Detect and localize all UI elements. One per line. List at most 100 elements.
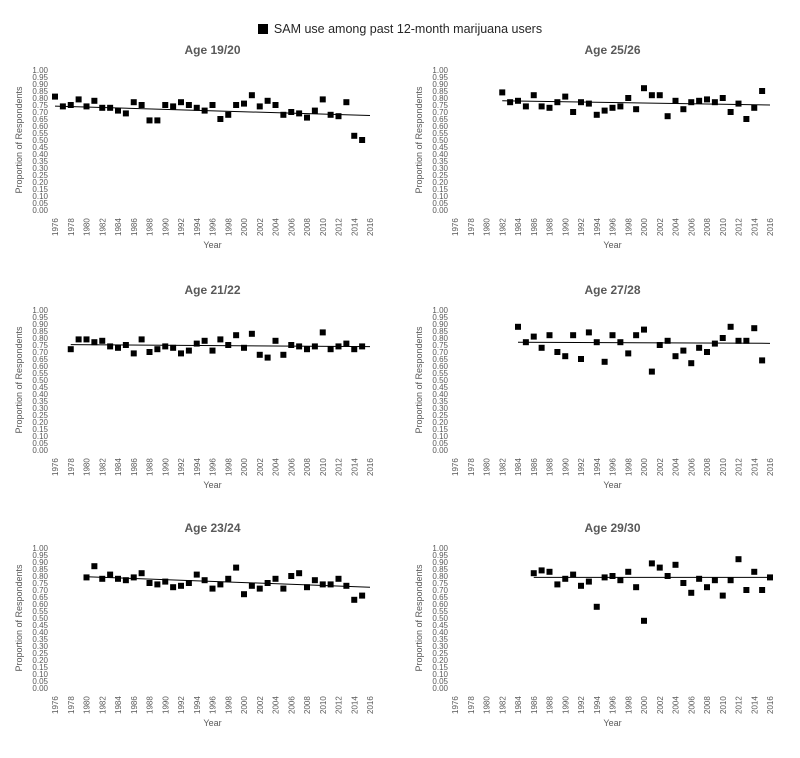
data-point	[530, 333, 537, 340]
data-point	[241, 344, 247, 351]
chart-panel-age-25-26: Age 25/26 0.00 0.05 0.10 0.15 0.20 0.25 0.30 0.3…	[400, 40, 800, 280]
x-tick-label: 1998	[624, 218, 633, 236]
x-tick-label: 1976	[51, 458, 60, 476]
data-point	[327, 346, 334, 353]
data-point	[609, 332, 616, 339]
data-point	[185, 580, 192, 586]
y-tick-label: 0.55	[32, 607, 48, 616]
y-tick-label: 0.50	[32, 376, 48, 385]
x-axis-label: Year	[203, 480, 221, 490]
y-tick-label: 0.90	[32, 320, 48, 329]
y-tick-label: 0.25	[32, 171, 48, 180]
data-point	[138, 570, 145, 577]
y-tick-label: 0.95	[432, 73, 448, 82]
y-tick-label: 0.05	[32, 199, 48, 208]
data-point	[130, 350, 137, 357]
data-point	[648, 92, 655, 99]
data-point	[154, 346, 161, 353]
data-point	[538, 344, 545, 351]
x-tick-label: 1986	[530, 696, 539, 714]
y-tick-label: 0.85	[432, 327, 448, 336]
x-tick-label: 1994	[193, 458, 202, 476]
x-tick-label: 1990	[161, 218, 170, 236]
y-tick-label: 0.80	[32, 94, 48, 103]
x-tick-label: 2012	[735, 458, 744, 476]
y-tick-label: 0.20	[432, 418, 448, 427]
x-tick-label: 2014	[350, 696, 359, 714]
x-tick-label: 1988	[146, 696, 155, 714]
y-tick-label: 0.40	[432, 628, 448, 637]
y-tick-label: 0.95	[32, 73, 48, 82]
data-point	[91, 563, 98, 570]
data-point	[546, 568, 553, 575]
x-tick-label: 1980	[83, 458, 92, 476]
data-point	[115, 344, 121, 351]
y-axis-label: Proportion of Respondents	[14, 564, 24, 672]
data-point	[648, 560, 655, 567]
data-point	[696, 97, 703, 104]
x-tick-label: 1986	[530, 218, 539, 236]
data-point	[759, 88, 766, 94]
y-tick-label: 0.05	[432, 199, 448, 208]
data-point	[280, 351, 287, 358]
y-tick-label: 0.75	[432, 341, 448, 350]
x-tick-label: 2010	[319, 218, 328, 236]
x-tick-label: 1998	[224, 458, 233, 476]
data-point	[593, 339, 600, 346]
data-point	[256, 585, 263, 592]
y-tick-label: 0.90	[32, 80, 48, 89]
y-tick-label: 0.50	[432, 614, 448, 623]
y-tick-label: 0.75	[32, 341, 48, 350]
x-tick-label: 2006	[287, 458, 296, 476]
data-point	[248, 330, 255, 337]
x-tick-label: 2014	[750, 458, 759, 476]
x-tick-label: 2004	[672, 458, 681, 476]
y-tick-label: 0.25	[432, 411, 448, 420]
data-point	[178, 99, 184, 106]
data-point	[319, 96, 326, 103]
data-point	[530, 92, 537, 99]
data-point	[217, 581, 224, 588]
y-tick-label: 1.00	[32, 66, 48, 75]
data-point	[688, 99, 695, 106]
y-tick-label: 0.10	[32, 670, 48, 679]
data-point	[59, 103, 66, 110]
y-tick-label: 0.15	[432, 663, 448, 672]
x-tick-label: 2010	[719, 458, 728, 476]
x-tick-label: 2002	[656, 458, 665, 476]
data-point	[570, 109, 577, 115]
data-point	[193, 571, 200, 578]
y-tick-label: 0.80	[432, 572, 448, 581]
x-tick-label: 1992	[177, 696, 186, 714]
data-point	[162, 578, 169, 585]
y-tick-label: 0.55	[432, 129, 448, 138]
data-point	[264, 97, 271, 104]
data-point	[138, 336, 145, 343]
y-tick-label: 0.15	[32, 425, 48, 434]
x-tick-label: 1978	[467, 696, 476, 714]
y-tick-label: 0.50	[432, 136, 448, 145]
data-point	[727, 577, 734, 584]
data-point	[704, 96, 710, 103]
x-tick-label: 2014	[750, 696, 759, 714]
x-tick-label: 2014	[350, 218, 359, 236]
x-axis-label: Year	[603, 480, 621, 490]
y-tick-label: 0.35	[32, 635, 48, 644]
data-point	[335, 343, 342, 350]
data-point	[570, 571, 577, 578]
chart-panel-age-19-20: Age 19/20 0.00 0.05 0.10 0.15 0.20 0.25 0.30 0.3…	[0, 40, 400, 280]
data-point	[154, 117, 161, 124]
data-point	[122, 577, 129, 584]
data-point	[711, 577, 718, 584]
x-tick-label: 1978	[467, 458, 476, 476]
data-point	[99, 104, 106, 111]
y-tick-label: 0.30	[432, 642, 448, 651]
x-tick-label: 1990	[561, 218, 570, 236]
data-point	[327, 111, 334, 118]
data-point	[130, 99, 137, 106]
y-tick-label: 0.40	[432, 150, 448, 159]
data-point	[751, 568, 758, 575]
data-point	[664, 337, 671, 344]
y-tick-label: 0.95	[32, 313, 48, 322]
y-tick-label: 0.60	[432, 362, 448, 371]
